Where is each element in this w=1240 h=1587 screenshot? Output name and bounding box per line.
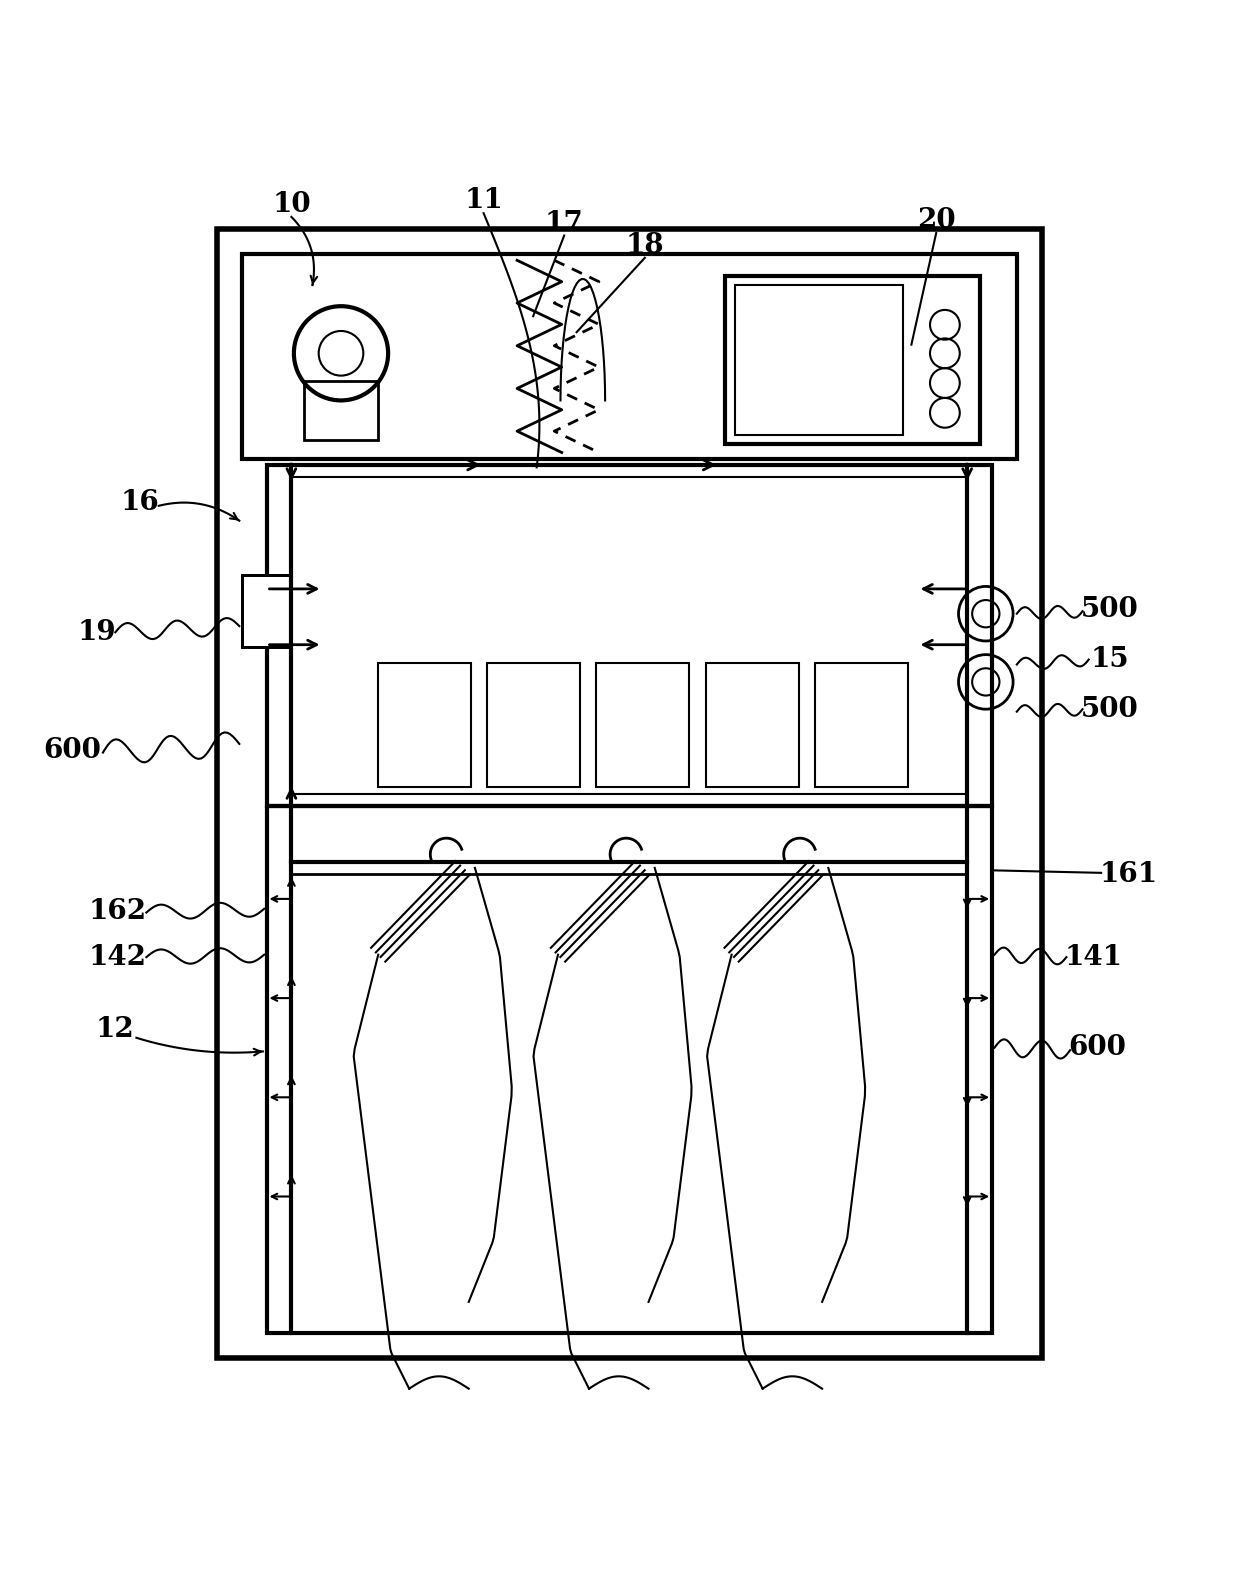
Text: 162: 162 <box>89 898 146 925</box>
Bar <box>267 806 992 1333</box>
Text: 500: 500 <box>1081 695 1138 722</box>
Bar <box>304 381 378 440</box>
Bar <box>596 663 689 787</box>
Bar <box>487 663 580 787</box>
Bar <box>242 574 291 647</box>
Text: 19: 19 <box>77 619 117 646</box>
Bar <box>217 229 1042 1358</box>
Text: 20: 20 <box>916 208 956 235</box>
Bar <box>725 276 980 444</box>
Bar <box>378 663 471 787</box>
Text: 18: 18 <box>625 232 665 259</box>
Text: 600: 600 <box>43 736 100 763</box>
Bar <box>706 663 799 787</box>
Text: 141: 141 <box>1065 944 1122 971</box>
Bar <box>267 465 992 806</box>
Text: 15: 15 <box>1090 646 1130 673</box>
Bar <box>242 254 1017 459</box>
Text: 161: 161 <box>1100 860 1157 887</box>
Text: 16: 16 <box>120 489 160 516</box>
Bar <box>291 478 967 794</box>
Bar <box>735 286 903 435</box>
Text: 500: 500 <box>1081 597 1138 624</box>
Text: 17: 17 <box>544 209 584 236</box>
Text: 12: 12 <box>95 1016 135 1043</box>
Bar <box>242 574 291 647</box>
Text: 11: 11 <box>464 187 503 214</box>
Text: 142: 142 <box>89 944 146 971</box>
Bar <box>815 663 908 787</box>
Text: 600: 600 <box>1069 1035 1126 1062</box>
Text: 10: 10 <box>272 190 311 217</box>
